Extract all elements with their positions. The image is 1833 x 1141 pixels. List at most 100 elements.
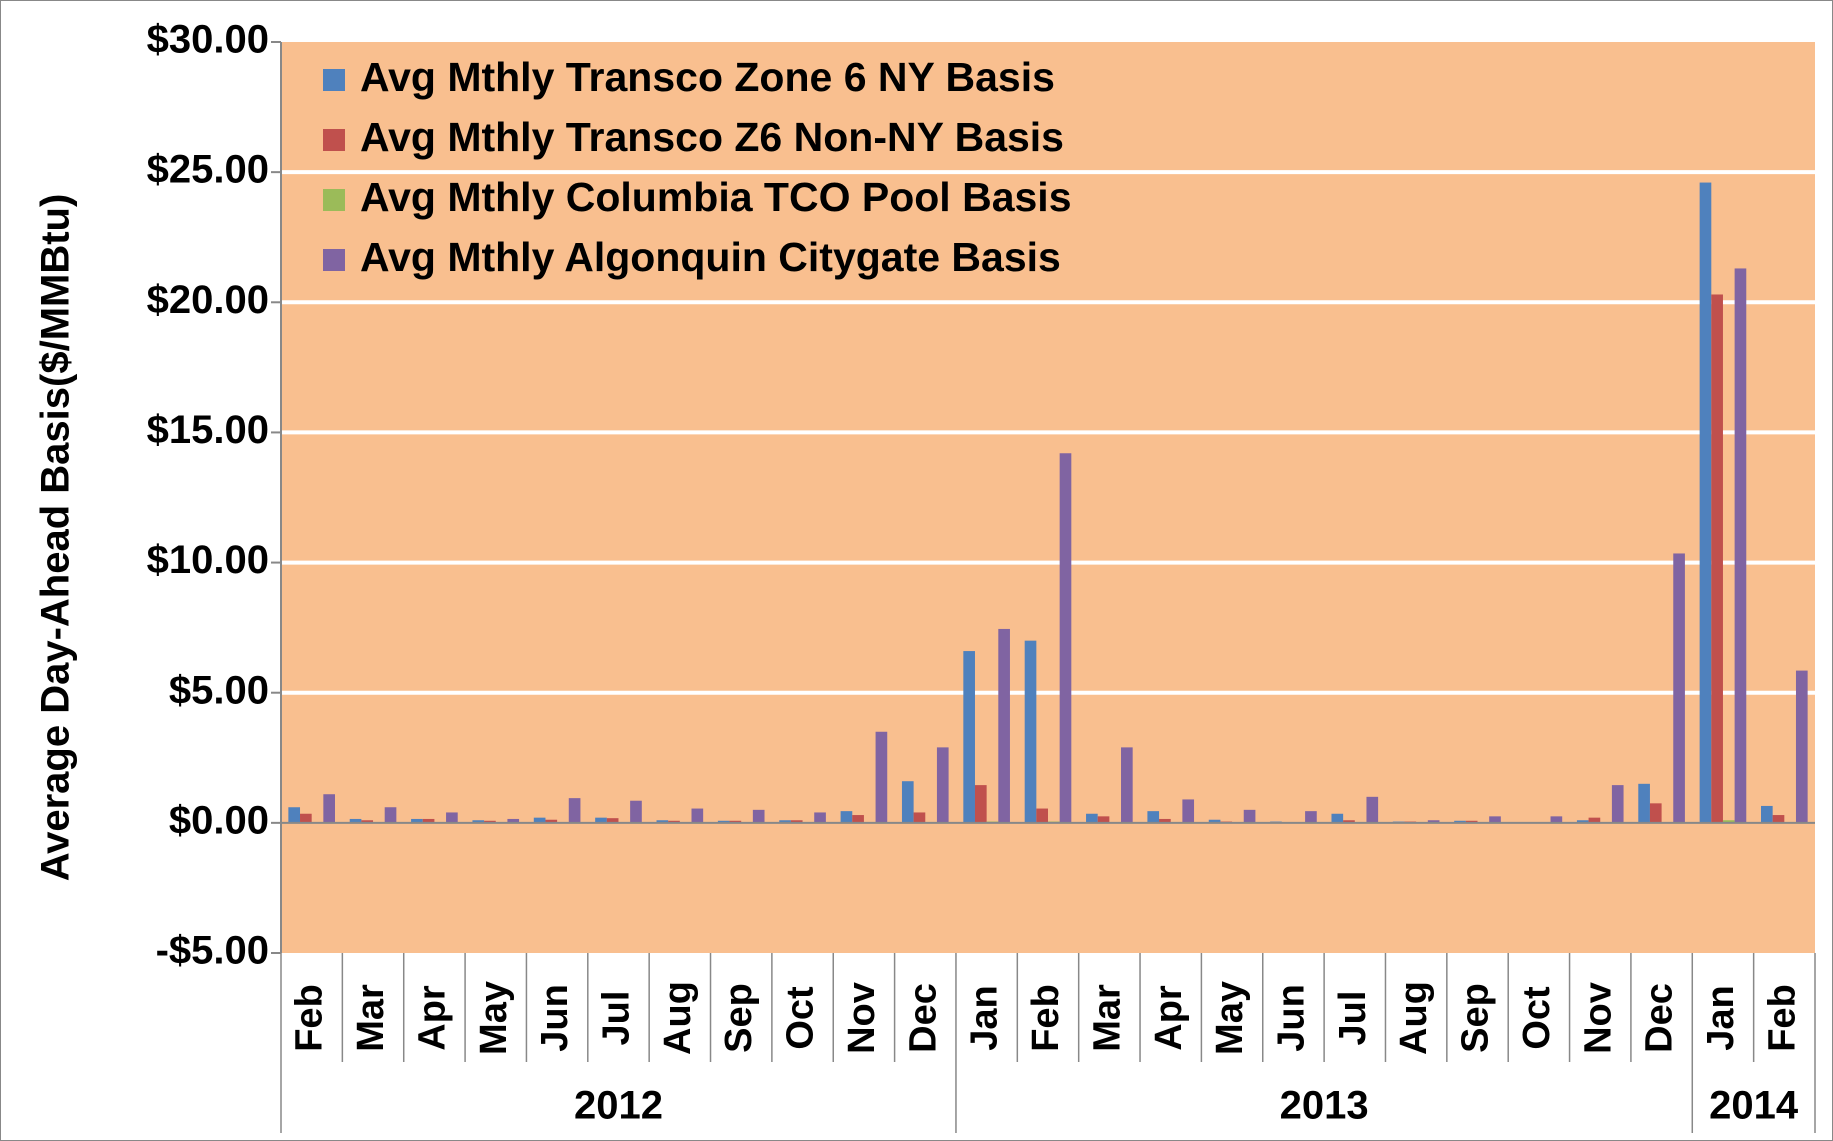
plot-area bbox=[281, 42, 1815, 953]
bar bbox=[568, 798, 581, 823]
bar bbox=[875, 731, 888, 823]
x-group-label: 2014 bbox=[1709, 1084, 1799, 1128]
x-tick-label: Oct bbox=[1516, 986, 1558, 1050]
bar bbox=[1343, 820, 1355, 823]
bar bbox=[790, 820, 803, 823]
bar bbox=[1761, 805, 1773, 823]
x-tick-label: Dec bbox=[902, 983, 944, 1053]
x-tick-label: Feb bbox=[289, 984, 331, 1052]
y-tick-label: $30.00 bbox=[147, 18, 269, 62]
bar bbox=[1366, 796, 1379, 823]
bar bbox=[1722, 820, 1735, 823]
bar bbox=[1649, 803, 1662, 823]
bar bbox=[668, 820, 680, 823]
bar bbox=[840, 811, 853, 823]
bar bbox=[1711, 294, 1723, 823]
bar bbox=[1121, 747, 1133, 823]
bar bbox=[1611, 785, 1624, 823]
x-tick-label: May bbox=[473, 981, 515, 1055]
x-tick-label: Aug bbox=[1393, 981, 1435, 1055]
bar bbox=[1673, 553, 1685, 823]
bar bbox=[384, 807, 397, 823]
bar bbox=[411, 818, 423, 823]
x-tick-label: Jul bbox=[1332, 991, 1374, 1046]
x-tick-label: Apr bbox=[411, 985, 453, 1051]
bar bbox=[1550, 816, 1563, 823]
bar bbox=[533, 817, 546, 823]
bar bbox=[1576, 820, 1589, 823]
x-tick-label: Jun bbox=[534, 984, 576, 1052]
bar bbox=[1182, 799, 1195, 823]
bar bbox=[606, 818, 619, 823]
y-tick-label: $0.00 bbox=[169, 798, 269, 842]
x-tick-label: Sep bbox=[1455, 983, 1497, 1053]
bar bbox=[545, 819, 558, 823]
bar bbox=[1208, 819, 1221, 823]
bar bbox=[752, 809, 765, 823]
x-tick-label: Sep bbox=[718, 983, 760, 1053]
x-tick-label: Jan bbox=[1700, 985, 1742, 1050]
bar bbox=[1036, 808, 1048, 823]
bar bbox=[913, 812, 926, 823]
x-tick-label: Feb bbox=[1761, 984, 1803, 1052]
x-tick-label: Mar bbox=[1086, 984, 1128, 1052]
bar bbox=[1086, 813, 1098, 823]
bar bbox=[1772, 815, 1785, 823]
x-tick-label: Nov bbox=[841, 982, 883, 1054]
bar bbox=[1588, 817, 1601, 823]
legend-swatch bbox=[323, 189, 345, 211]
legend-label: Avg Mthly Columbia TCO Pool Basis bbox=[360, 174, 1072, 220]
bar bbox=[901, 781, 914, 823]
bar bbox=[1427, 820, 1440, 823]
bar bbox=[472, 820, 485, 823]
bar bbox=[1454, 820, 1466, 823]
bar bbox=[595, 817, 607, 823]
x-tick-label: Aug bbox=[657, 981, 699, 1055]
bar bbox=[1059, 453, 1072, 823]
x-tick-label: May bbox=[1209, 981, 1251, 1055]
x-tick-label: Apr bbox=[1148, 985, 1190, 1051]
bar bbox=[1024, 640, 1037, 823]
bar bbox=[1147, 811, 1160, 823]
bar bbox=[691, 808, 704, 823]
bar bbox=[361, 820, 374, 823]
bar bbox=[349, 818, 362, 823]
legend-swatch bbox=[323, 249, 345, 271]
bar bbox=[1159, 818, 1171, 823]
bar bbox=[1489, 816, 1501, 823]
y-tick-label: $15.00 bbox=[147, 408, 269, 452]
bar bbox=[323, 794, 335, 823]
bar bbox=[446, 812, 458, 823]
x-tick-label: Feb bbox=[1025, 984, 1067, 1052]
bar bbox=[484, 820, 496, 823]
bar bbox=[974, 785, 987, 823]
bar bbox=[936, 747, 949, 823]
bar bbox=[779, 820, 791, 823]
x-tick-label: Mar bbox=[350, 984, 392, 1052]
legend-label: Avg Mthly Algonquin Citygate Basis bbox=[360, 234, 1061, 280]
bar bbox=[1097, 816, 1110, 823]
bar bbox=[814, 812, 826, 823]
bar bbox=[1795, 670, 1808, 823]
x-tick-label: Dec bbox=[1639, 983, 1681, 1053]
bar bbox=[288, 807, 301, 823]
legend-swatch bbox=[323, 69, 345, 91]
bar bbox=[630, 800, 642, 823]
y-tick-label: -$5.00 bbox=[156, 929, 269, 973]
y-tick-label: $5.00 bbox=[169, 668, 269, 712]
bar bbox=[1305, 811, 1317, 823]
y-tick-label: $10.00 bbox=[147, 538, 269, 582]
x-tick-label: Jul bbox=[596, 991, 638, 1046]
bar bbox=[1465, 820, 1478, 823]
x-tick-label: Oct bbox=[780, 986, 822, 1050]
bar bbox=[656, 820, 669, 823]
x-tick-label: Nov bbox=[1577, 982, 1619, 1054]
bar bbox=[1699, 182, 1712, 823]
y-tick-label: $20.00 bbox=[147, 278, 269, 322]
bar bbox=[507, 818, 520, 823]
bar bbox=[422, 818, 435, 823]
bar bbox=[1331, 813, 1344, 823]
x-tick-label: Jan bbox=[964, 985, 1006, 1050]
